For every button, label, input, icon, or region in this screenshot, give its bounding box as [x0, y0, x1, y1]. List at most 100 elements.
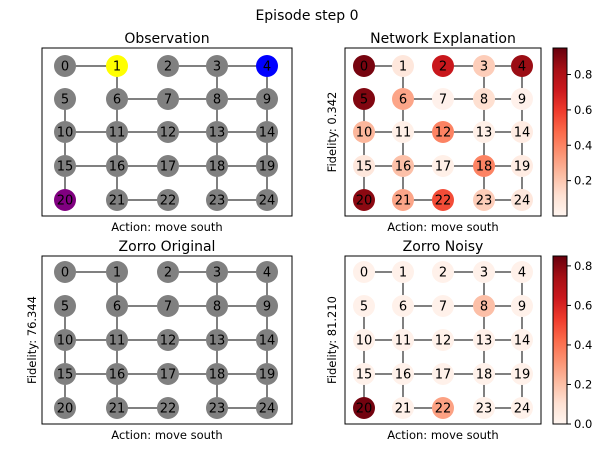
colorbar-ticks: 0.2 0.4 0.6 0.8 — [567, 68, 592, 188]
colorbar: 0.2 0.4 0.6 0.8 — [552, 47, 592, 217]
x-axis-label: Action: move south — [111, 220, 222, 234]
node-label: 15 — [57, 368, 74, 383]
graph-node — [206, 55, 228, 77]
graph-node — [353, 121, 375, 143]
graph-node — [106, 55, 128, 77]
node-label: 23 — [476, 402, 493, 417]
graph-node — [473, 55, 495, 77]
node-label: 18 — [209, 368, 226, 383]
node-label: 5 — [360, 300, 368, 315]
graph-node — [206, 295, 228, 317]
graph-node — [353, 295, 375, 317]
node-label: 7 — [164, 93, 172, 108]
node-label: 5 — [61, 300, 69, 315]
node-label: 24 — [259, 194, 276, 209]
graph-node — [106, 295, 128, 317]
graph-node — [353, 55, 375, 77]
node-label: 11 — [395, 126, 412, 141]
graph-node — [432, 88, 454, 110]
node-label: 11 — [109, 334, 126, 349]
colorbar-tick-label: 0.8 — [574, 68, 592, 82]
node-label: 6 — [113, 93, 121, 108]
graph-node — [511, 261, 533, 283]
node-label: 18 — [476, 160, 493, 175]
graph-node — [353, 189, 375, 211]
graph-node — [392, 55, 414, 77]
node-label: 8 — [480, 93, 488, 108]
graph-node — [392, 155, 414, 177]
graph-node — [157, 329, 179, 351]
graph-node — [54, 261, 76, 283]
graph-node — [392, 88, 414, 110]
graph-node — [511, 329, 533, 351]
graph-node — [511, 397, 533, 419]
graph-node — [54, 363, 76, 385]
panel-title: Zorro Original — [119, 239, 216, 255]
graph-node — [106, 189, 128, 211]
node-label: 12 — [160, 334, 177, 349]
graph-node — [206, 363, 228, 385]
graph-node — [353, 329, 375, 351]
node-label: 16 — [395, 368, 412, 383]
graph-node — [206, 88, 228, 110]
node-label: 4 — [518, 60, 526, 75]
graph-node — [432, 55, 454, 77]
node-label: 14 — [514, 334, 531, 349]
graph-node — [473, 155, 495, 177]
graph-node — [106, 329, 128, 351]
node-label: 10 — [356, 334, 373, 349]
node-label: 1 — [113, 266, 121, 281]
node-label: 3 — [480, 266, 488, 281]
graph-node — [256, 55, 278, 77]
node-label: 22 — [160, 194, 177, 209]
node-label: 6 — [113, 300, 121, 315]
graph-node — [256, 88, 278, 110]
panel-title: Observation — [124, 31, 209, 47]
node-label: 24 — [259, 402, 276, 417]
plot-frame — [41, 47, 293, 217]
node-label: 24 — [514, 194, 531, 209]
node-label: 2 — [164, 266, 172, 281]
graph-node — [432, 155, 454, 177]
node-label: 2 — [439, 60, 447, 75]
node-label: 17 — [435, 368, 452, 383]
graph-node — [353, 363, 375, 385]
node-label: 16 — [109, 368, 126, 383]
graph-node — [157, 363, 179, 385]
node-label: 20 — [57, 194, 74, 209]
node-label: 22 — [160, 402, 177, 417]
graph-node — [473, 295, 495, 317]
node-label: 22 — [435, 194, 452, 209]
graph-node — [511, 121, 533, 143]
node-label: 2 — [164, 60, 172, 75]
node-label: 5 — [360, 93, 368, 108]
figure-title: Episode step 0 — [255, 8, 358, 24]
node-label: 20 — [356, 194, 373, 209]
graph-node — [392, 329, 414, 351]
node-label: 0 — [360, 266, 368, 281]
graph-node — [432, 121, 454, 143]
node-label: 5 — [61, 93, 69, 108]
node-label: 8 — [213, 93, 221, 108]
y-axis-label: Fidelity: 81.210 — [325, 296, 339, 384]
graph-node — [54, 88, 76, 110]
graph-node — [473, 189, 495, 211]
node-label: 0 — [61, 60, 69, 75]
node-label: 6 — [399, 300, 407, 315]
node-label: 17 — [160, 160, 177, 175]
node-label: 12 — [160, 126, 177, 141]
graph-node — [157, 155, 179, 177]
node-label: 21 — [395, 194, 412, 209]
graph-node — [256, 329, 278, 351]
colorbar-tick-label: 0.0 — [574, 417, 592, 431]
node-label: 0 — [360, 60, 368, 75]
node-label: 13 — [209, 334, 226, 349]
plot-frame — [344, 255, 542, 425]
node-label: 23 — [209, 402, 226, 417]
graph-node — [432, 189, 454, 211]
